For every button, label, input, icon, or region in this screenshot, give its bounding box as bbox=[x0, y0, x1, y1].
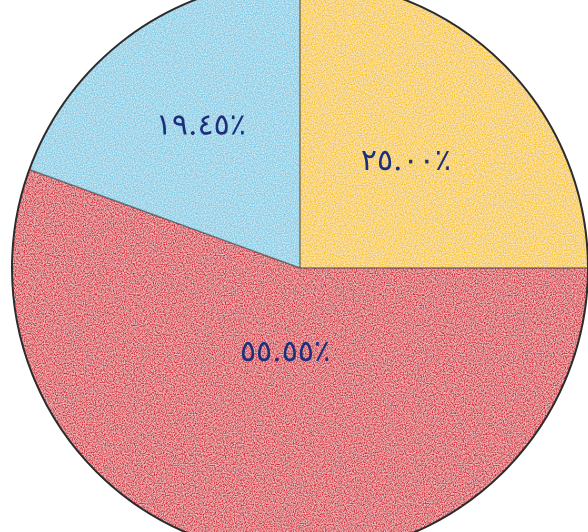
pie-slice bbox=[12, 169, 588, 532]
pie-slices bbox=[12, 0, 588, 532]
slice-label: ١٩.٤٥٪ bbox=[156, 107, 246, 142]
slice-dividers bbox=[29, 0, 588, 269]
pie-outline bbox=[11, 0, 588, 532]
pie-slice bbox=[300, 0, 588, 268]
slice-label: ٥٥.٥٥٪ bbox=[240, 334, 330, 369]
slice-divider bbox=[29, 168, 301, 269]
pie-slice bbox=[29, 0, 300, 268]
slice-label: ٢٥.٠٠٪ bbox=[361, 143, 451, 178]
slice-labels: ٢٥.٠٠٪ ٥٥.٥٥٪ ١٩.٤٥٪ bbox=[156, 107, 451, 369]
